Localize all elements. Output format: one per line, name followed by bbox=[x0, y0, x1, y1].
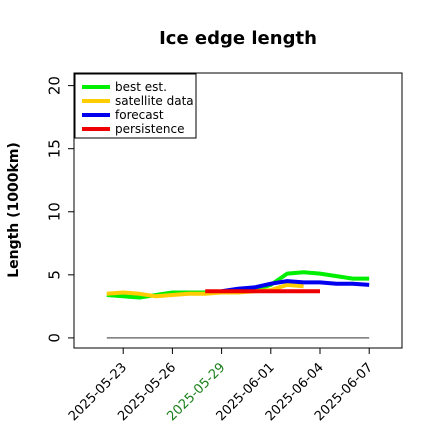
y-tick-label: 20 bbox=[45, 76, 63, 95]
legend: best est.satellite dataforecastpersisten… bbox=[74, 73, 197, 139]
y-tick-label: 15 bbox=[45, 139, 63, 158]
y-tick-label: 10 bbox=[45, 202, 63, 221]
legend-label: satellite data bbox=[115, 94, 194, 108]
legend-label: forecast bbox=[115, 108, 164, 122]
legend-label: best est. bbox=[115, 80, 167, 94]
y-tick-label: 0 bbox=[45, 333, 63, 343]
legend-label: persistence bbox=[115, 122, 184, 136]
y-axis-label: Length (1000km) bbox=[6, 142, 22, 278]
y-axis: 0 5 10 15 20 bbox=[45, 76, 74, 343]
series-line-3 bbox=[221, 279, 370, 294]
y-tick-label: 5 bbox=[45, 270, 63, 280]
plot-frame bbox=[73, 72, 403, 349]
chart-title: Ice edge length bbox=[159, 28, 317, 49]
x-axis: 2025-05-232025-05-262025-05-292025-06-01… bbox=[66, 348, 376, 424]
series-layer bbox=[106, 270, 370, 300]
